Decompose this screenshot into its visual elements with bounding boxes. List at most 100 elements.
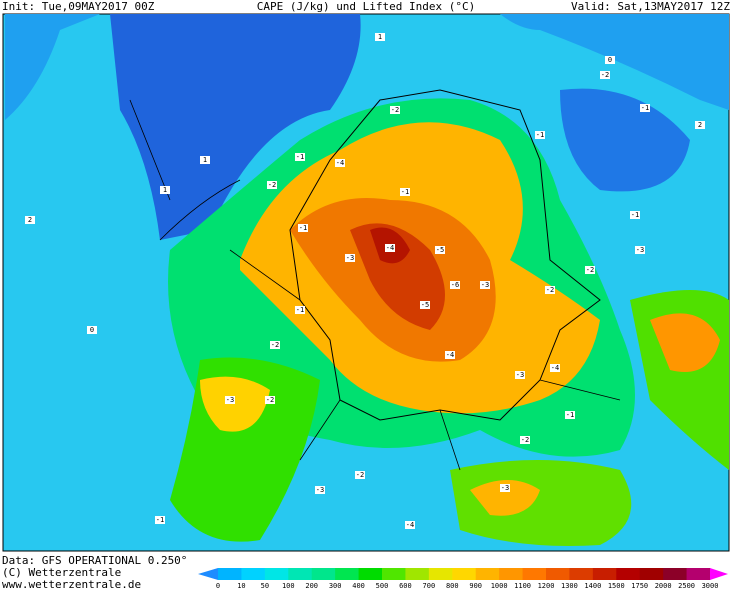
isoline-label: -4 bbox=[336, 159, 344, 167]
isoline-label: 2 bbox=[28, 216, 32, 224]
label-box bbox=[520, 436, 530, 444]
label-box bbox=[355, 471, 365, 479]
isoline-label: -3 bbox=[516, 371, 524, 379]
colorbar-segment bbox=[218, 568, 242, 580]
label-box bbox=[480, 281, 490, 289]
label-box bbox=[585, 266, 595, 274]
sea bbox=[560, 88, 690, 192]
colorbar-label: 1100 bbox=[514, 582, 531, 590]
isoline-label: -2 bbox=[271, 341, 279, 349]
isoline-label: -1 bbox=[299, 224, 307, 232]
isoline-label: 1 bbox=[203, 156, 207, 164]
colorbar-segment bbox=[405, 568, 430, 580]
label-box bbox=[435, 246, 445, 254]
region bbox=[450, 460, 632, 546]
isoline-label: -2 bbox=[268, 181, 276, 189]
label-box bbox=[630, 211, 640, 219]
isoline-label: -1 bbox=[641, 104, 649, 112]
isoline-label: 1 bbox=[378, 33, 382, 41]
colorbar-label: 600 bbox=[399, 582, 412, 590]
colorbar-segment bbox=[686, 568, 711, 580]
isoline-label: 1 bbox=[163, 186, 167, 194]
label-box bbox=[420, 301, 430, 309]
colorbar-label: 800 bbox=[446, 582, 459, 590]
isoline-label: -4 bbox=[446, 351, 454, 359]
isoline-label: -1 bbox=[156, 516, 164, 524]
isoline-label: -3 bbox=[481, 281, 489, 289]
isoline-label: -2 bbox=[356, 471, 364, 479]
colorbar-segment bbox=[663, 568, 688, 580]
colorbar-label: 2000 bbox=[655, 582, 672, 590]
colorbar-segment bbox=[475, 568, 500, 580]
colorbar-segment bbox=[616, 568, 641, 580]
label-box bbox=[87, 326, 97, 334]
isoline-label: -1 bbox=[631, 211, 639, 219]
colorbar-label: 300 bbox=[329, 582, 342, 590]
label-box bbox=[298, 224, 308, 232]
isoline-label: -1 bbox=[566, 411, 574, 419]
colorbar-arrow bbox=[198, 568, 218, 580]
colorbar-label: 200 bbox=[305, 582, 318, 590]
colorbar-segment bbox=[358, 568, 383, 580]
isoline-label: -3 bbox=[636, 246, 644, 254]
colorbar-segment bbox=[382, 568, 406, 580]
label-box bbox=[515, 371, 525, 379]
isoline-label: -2 bbox=[521, 436, 529, 444]
isoline-label: -5 bbox=[436, 246, 444, 254]
colorbar-label: 400 bbox=[352, 582, 365, 590]
colorbar-label: 900 bbox=[469, 582, 482, 590]
label-box bbox=[200, 156, 210, 164]
region bbox=[650, 313, 720, 372]
border bbox=[289, 89, 601, 421]
label-box bbox=[400, 188, 410, 196]
colorbar-segment bbox=[264, 568, 289, 580]
isoline-label: -2 bbox=[546, 286, 554, 294]
label-box bbox=[545, 286, 555, 294]
isoline-label: -3 bbox=[346, 254, 354, 262]
init-time: Init: Tue,09MAY2017 00Z bbox=[2, 0, 155, 13]
sea bbox=[110, 14, 361, 240]
colorbar-segment bbox=[335, 568, 360, 580]
valid-time: Valid: Sat,13MAY2017 12Z bbox=[571, 0, 730, 13]
copyright: (C) Wetterzentrale bbox=[2, 566, 121, 579]
isoline-label: -1 bbox=[401, 188, 409, 196]
label-box bbox=[225, 396, 235, 404]
label-box bbox=[25, 216, 35, 224]
isoline-label: -4 bbox=[406, 521, 414, 529]
colorbar-segment bbox=[452, 568, 477, 580]
isoline-label: -2 bbox=[601, 71, 609, 79]
colorbar-label: 1300 bbox=[561, 582, 578, 590]
label-box bbox=[267, 181, 277, 189]
colorbar-segment bbox=[592, 568, 617, 580]
isoline-label: -4 bbox=[551, 364, 559, 372]
colorbar-label: 0 bbox=[216, 582, 220, 590]
isoline-label: 0 bbox=[608, 56, 612, 64]
map-title: CAPE (J/kg) und Lifted Index (°C) bbox=[257, 0, 476, 13]
colorbar-arrow bbox=[710, 568, 728, 580]
isoline-label: -3 bbox=[501, 484, 509, 492]
label-box bbox=[390, 106, 400, 114]
label-box bbox=[155, 516, 165, 524]
label-box bbox=[500, 484, 510, 492]
region bbox=[200, 376, 270, 432]
isoline-label: -4 bbox=[386, 244, 394, 252]
isoline-label: -1 bbox=[296, 306, 304, 314]
colorbar-label: 3000 bbox=[702, 582, 719, 590]
label-box bbox=[600, 71, 610, 79]
label-box bbox=[160, 186, 170, 194]
isoline-label: -5 bbox=[421, 301, 429, 309]
isoline-label: -2 bbox=[266, 396, 274, 404]
colorbar-segment bbox=[288, 568, 313, 580]
label-box bbox=[640, 104, 650, 112]
colorbar-segment bbox=[311, 568, 336, 580]
label-box bbox=[295, 306, 305, 314]
region bbox=[470, 480, 540, 516]
label-box bbox=[450, 281, 460, 289]
colorbar: 0 10 50 100 200 300 400 500 600 700 800 900 1000 1100… bbox=[198, 568, 728, 590]
colorbar-label: 1500 bbox=[608, 582, 625, 590]
isoline-label: 0 bbox=[90, 326, 94, 334]
colorbar-segment bbox=[499, 568, 524, 580]
colorbar-label: 50 bbox=[261, 582, 269, 590]
colorbar-segment bbox=[428, 568, 453, 580]
